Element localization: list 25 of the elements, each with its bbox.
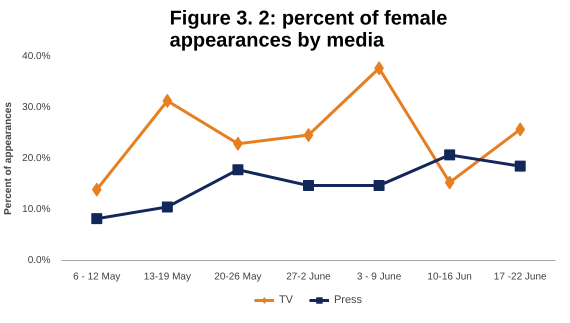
- x-tick-label: 27-2 June: [286, 272, 332, 282]
- y-tick-label: 30.0%: [22, 102, 51, 113]
- y-axis-title: Percent of appearances: [3, 102, 14, 215]
- point: [514, 160, 526, 172]
- x-tick-label: 3 - 9 June: [356, 272, 402, 282]
- legend-label: Press: [334, 293, 362, 307]
- y-tick-label: 20.0%: [22, 153, 51, 164]
- y-tick-label: 10.0%: [22, 204, 51, 215]
- point: [444, 149, 456, 160]
- point: [374, 180, 385, 192]
- point: [515, 122, 526, 136]
- x-tick-label: 13-19 May: [144, 272, 191, 282]
- legend-label: TV: [278, 293, 294, 307]
- x-tick-label: 20-26 May: [214, 272, 262, 282]
- point: [92, 182, 102, 197]
- x-tick-label: 17 -22 June: [494, 272, 548, 282]
- chart-title: Figure 3. 2: percent of female appearances by media: [170, 8, 448, 52]
- x-tick-label: 10-16 Jun: [427, 272, 472, 282]
- x-tick-label: 6 - 12 May: [73, 272, 120, 282]
- point: [303, 180, 314, 192]
- y-tick-label: 0.0%: [28, 255, 51, 266]
- point: [162, 201, 173, 212]
- y-tick-label: 40.0%: [22, 51, 51, 62]
- point: [232, 164, 244, 176]
- point: [91, 213, 102, 224]
